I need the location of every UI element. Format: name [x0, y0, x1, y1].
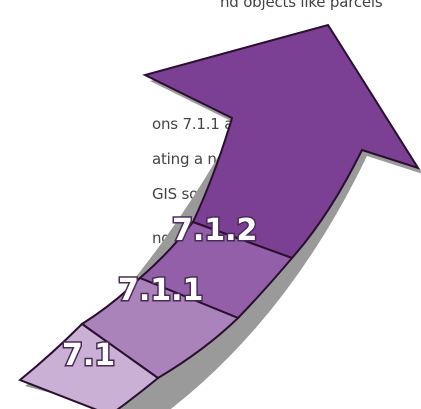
segment-label: 7.1 [62, 338, 115, 373]
segment-label: 7.1.1 [118, 273, 203, 308]
page: nd objects like parcels ons 7.1.1 and at… [0, 0, 421, 409]
segment-label: 7.1.2 [172, 213, 257, 248]
arrow-diagram: 7.1 7.1.1 7.1.2 [0, 0, 421, 409]
